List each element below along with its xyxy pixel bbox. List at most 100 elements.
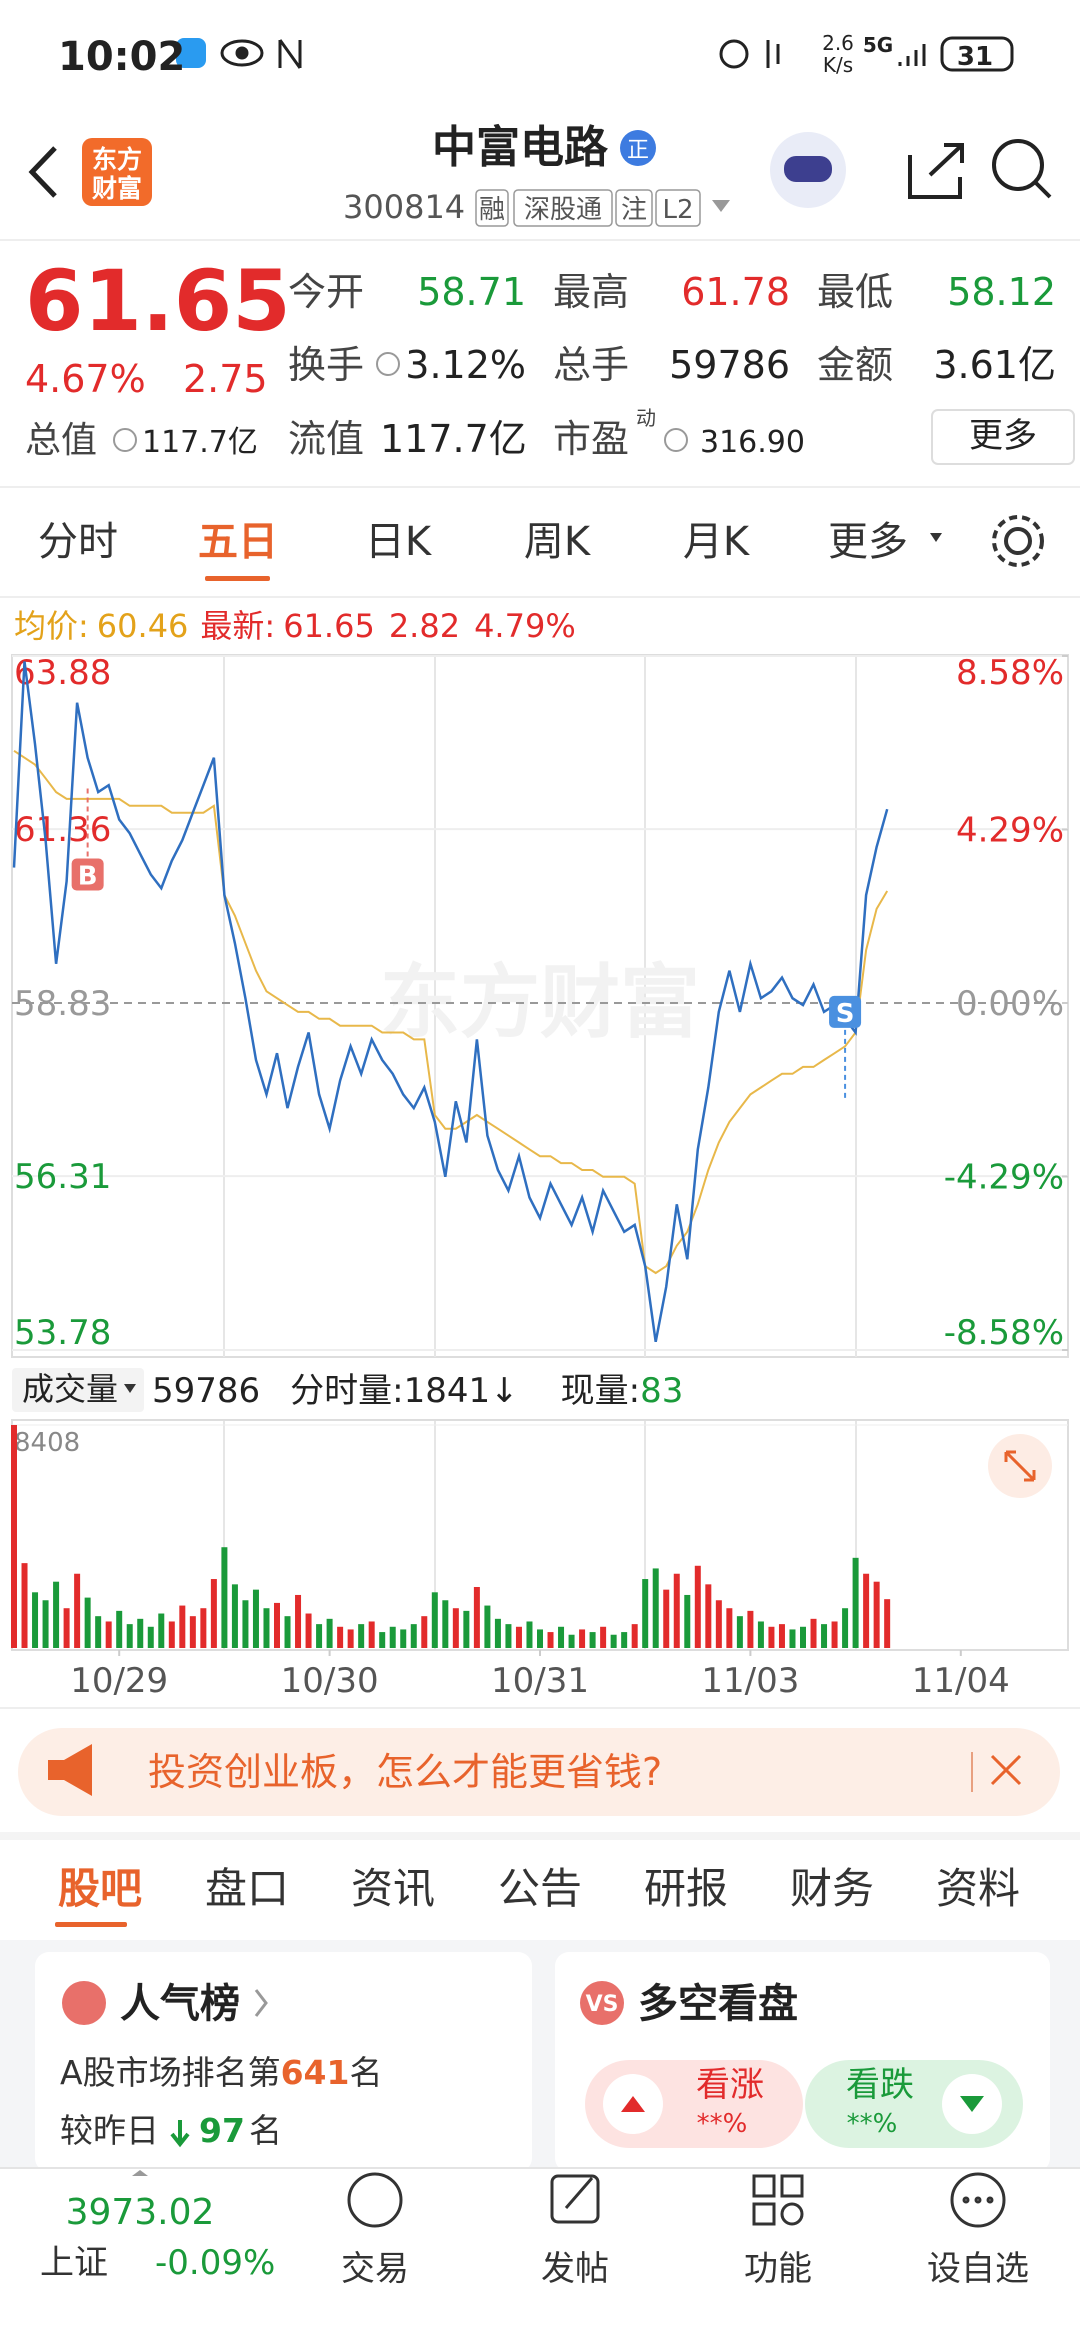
volume-header-part: 59786: [152, 1371, 260, 1411]
nav-item[interactable]: 功能: [744, 2249, 812, 2289]
section-tab[interactable]: 股吧: [58, 1864, 142, 1913]
card-title: 人气榜: [120, 1981, 240, 2027]
watermark: 东方财富: [380, 956, 700, 1049]
change-line-part: 名: [249, 2111, 282, 2150]
popularity-card[interactable]: [35, 1952, 532, 2172]
ad-banner[interactable]: [18, 1728, 1060, 1816]
y-tick-label: 63.88: [14, 653, 111, 693]
field-label: 流值: [288, 417, 364, 461]
volume-bar: [337, 1626, 344, 1648]
volume-bar: [252, 1589, 259, 1648]
section-tab[interactable]: 资料: [936, 1864, 1020, 1913]
volume-bar: [600, 1626, 607, 1648]
stock-tag-text: 深股通: [524, 195, 602, 225]
rank-line-part: A股市场排名第: [60, 2053, 281, 2092]
title-badge: [620, 130, 656, 166]
network-type: 5G: [863, 33, 893, 57]
up-icon: [621, 2096, 645, 2112]
field-value: 3.61亿: [933, 343, 1056, 387]
volume-bar: [316, 1624, 323, 1648]
chart-summary-part: 均价:: [14, 607, 89, 645]
back-button[interactable]: [28, 146, 57, 198]
ad-close[interactable]: [990, 1754, 1022, 1786]
chart-summary: 均价: 60.46 最新: 61.65 2.82 4.79%: [14, 607, 576, 645]
bull-value: **%: [697, 2109, 748, 2139]
tab[interactable]: 日K: [365, 519, 433, 565]
section-tab[interactable]: 资讯: [351, 1864, 435, 1913]
network-speed: 2.6: [822, 31, 854, 55]
annotation-box: [829, 995, 862, 1028]
tab[interactable]: 月K: [683, 519, 751, 565]
down-arrow: [170, 2120, 190, 2148]
volume-bar: [642, 1579, 649, 1648]
vs-icon-text: VS: [586, 1992, 619, 2017]
volume-bar: [831, 1621, 838, 1648]
volume-bar: [558, 1626, 565, 1648]
field-label: 市盈: [553, 417, 629, 461]
nav-item[interactable]: 交易: [341, 2249, 409, 2289]
volume-bar: [284, 1616, 291, 1648]
y2-tick-label: 8.58%: [956, 653, 1064, 693]
section-tab[interactable]: 研报: [644, 1864, 728, 1913]
volume-bar: [789, 1629, 796, 1648]
tab[interactable]: 更多: [828, 519, 908, 565]
volume-bar: [158, 1613, 165, 1648]
tab[interactable]: 五日: [198, 519, 278, 565]
field-value: 59786: [669, 343, 790, 387]
volume-bar: [589, 1632, 596, 1648]
volume-header-part: 83: [640, 1371, 683, 1411]
bear-value: **%: [847, 2109, 898, 2139]
search-button[interactable]: [992, 139, 1052, 199]
stock-tag: [475, 189, 509, 227]
volume-bar: [705, 1584, 712, 1648]
y2-tick-label: 4.29%: [956, 811, 1064, 851]
y2-tick-label: -4.29%: [944, 1158, 1064, 1198]
section-underline: [55, 1922, 127, 1927]
section-tab[interactable]: 盘口: [205, 1864, 289, 1913]
chevron: [254, 1989, 268, 2017]
y2-tick-label: -8.58%: [944, 1313, 1064, 1353]
stock-tag: [513, 189, 613, 227]
volume-bar: [747, 1610, 754, 1648]
volume-selector[interactable]: [12, 1368, 144, 1412]
volume-bar: [368, 1621, 375, 1648]
volume-bar: [463, 1610, 470, 1648]
bull-label: 看涨: [696, 2065, 764, 2105]
volume-bar: [715, 1600, 722, 1648]
rank-line-part: 641: [281, 2053, 350, 2092]
x-tick-label: 10/29: [70, 1661, 168, 1701]
volume-bar: [274, 1602, 280, 1648]
volume-bar: [515, 1626, 522, 1648]
volume-bar: [32, 1592, 39, 1648]
volume-bar: [400, 1629, 407, 1648]
tab[interactable]: 周K: [524, 519, 592, 565]
volume-bar: [505, 1624, 512, 1648]
nav-item[interactable]: 设自选: [927, 2249, 1029, 2289]
more-button-text: 更多: [969, 416, 1037, 456]
annotation-box: [71, 858, 104, 891]
annotation-text: S: [836, 999, 855, 1029]
section-tab[interactable]: 公告: [498, 1864, 582, 1913]
card-title: 多空看盘: [638, 1981, 798, 2027]
volume-bar: [537, 1629, 543, 1648]
volume-bar: [568, 1634, 575, 1648]
volume-bar: [410, 1624, 417, 1648]
more-button[interactable]: [931, 409, 1075, 465]
tab[interactable]: 分时: [38, 519, 118, 565]
chart-summary-part: 最新:: [200, 607, 275, 645]
share-button[interactable]: [908, 143, 964, 199]
rank-line: A股市场排名第641名: [60, 2053, 382, 2092]
settings-button[interactable]: [992, 515, 1044, 567]
popularity-icon: [62, 1981, 106, 2025]
volume-bar: [452, 1608, 459, 1648]
nav-item[interactable]: 发帖: [541, 2249, 609, 2289]
megaphone-icon: [48, 1744, 92, 1796]
section-tab[interactable]: 财务: [790, 1864, 874, 1913]
volume-bar: [389, 1626, 396, 1648]
status-time: 10:02: [58, 34, 185, 80]
field-label: 今开: [288, 270, 364, 314]
volume-bar: [147, 1626, 154, 1648]
volume-bar: [526, 1621, 533, 1648]
stock-tag: [655, 189, 701, 227]
battery-level: 31: [957, 42, 993, 72]
